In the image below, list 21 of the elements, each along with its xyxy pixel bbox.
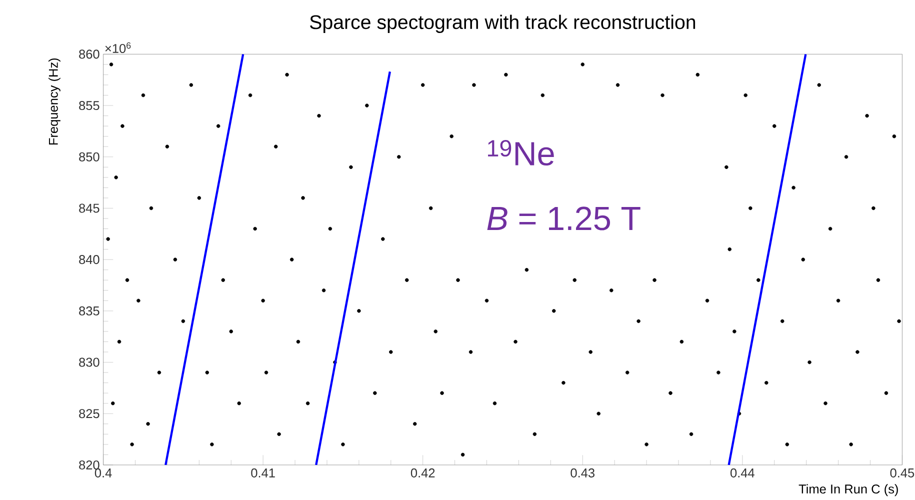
- y-tick-label: 850: [79, 152, 100, 162]
- y-axis-title: Frequency (Hz): [48, 58, 60, 144]
- x-tick-label: 0.41: [251, 468, 275, 478]
- x-tick-label: 0.43: [570, 468, 594, 478]
- x-tick-label: 0.42: [410, 468, 435, 478]
- y-tick-label: 855: [79, 100, 100, 110]
- annotation: B = 1.25 T: [487, 206, 640, 230]
- chart-title: Sparce spectogram with track reconstruction: [310, 14, 696, 33]
- x-tick-label: 0.45: [890, 468, 914, 478]
- y-tick-label: 825: [79, 408, 100, 418]
- text: ×10$^{6}$: [105, 42, 131, 53]
- x-axis-title: Time In Run C (s): [798, 484, 898, 496]
- y-tick-label: 860: [79, 49, 100, 58]
- x-tick-label: 0.4: [94, 468, 112, 478]
- y-tick-label: 845: [79, 203, 100, 213]
- y-tick-label: 840: [79, 254, 100, 264]
- y-tick-label: 820: [79, 460, 100, 470]
- annotation: $^{19}$Ne: [488, 140, 554, 166]
- y-tick-label: 830: [79, 358, 100, 367]
- y-tick-label: 835: [79, 306, 100, 316]
- x-tick-label: 0.44: [730, 468, 754, 478]
